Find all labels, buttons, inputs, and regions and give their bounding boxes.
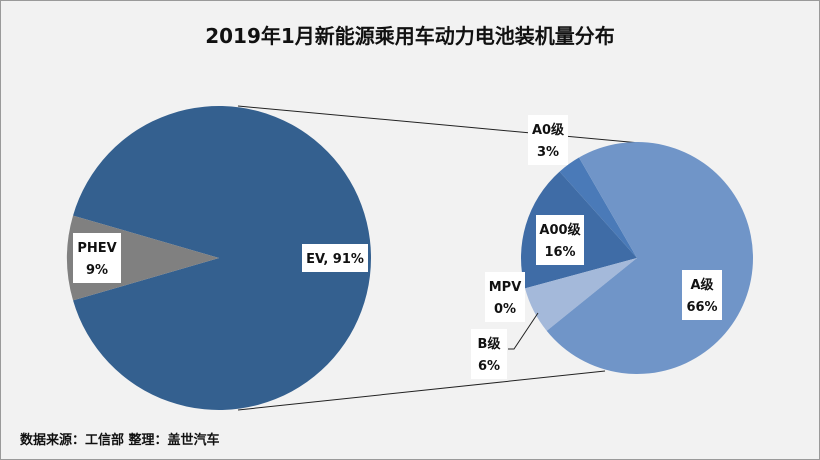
data-label-box bbox=[73, 233, 121, 283]
data-label-text: 0% bbox=[494, 302, 516, 317]
data-label-box bbox=[302, 244, 368, 272]
pie-slice-b bbox=[525, 258, 637, 331]
data-label-text: B级 bbox=[478, 336, 502, 352]
data-label-ev: EV, 91% bbox=[302, 244, 368, 272]
data-label-box bbox=[471, 329, 507, 379]
data-label-text: EV, 91% bbox=[306, 252, 364, 267]
data-label-phev: PHEV 9% bbox=[73, 233, 121, 283]
data-label-text: A级 bbox=[690, 277, 714, 293]
data-label-text: A0级 bbox=[532, 122, 565, 138]
data-label-text: 3% bbox=[537, 145, 559, 160]
data-label-text: 16% bbox=[544, 245, 575, 260]
chart-title: 2019年1月新能源乘用车动力电池装机量分布 bbox=[205, 24, 615, 48]
data-label-text: PHEV bbox=[77, 241, 116, 256]
data-label-box bbox=[536, 215, 584, 265]
data-label-box bbox=[682, 270, 722, 320]
pie-slice-a0 bbox=[559, 157, 637, 258]
data-label-a: A级 66% bbox=[682, 270, 722, 320]
data-label-text: 6% bbox=[478, 359, 500, 374]
data-label-mpv: MPV 0% bbox=[485, 272, 525, 322]
connector-line-top bbox=[237, 105, 641, 144]
connector-line-bottom bbox=[237, 370, 606, 411]
data-label-text: MPV bbox=[489, 280, 522, 295]
data-label-b: B级 6% bbox=[471, 329, 507, 379]
data-label-a00: A00级 16% bbox=[536, 215, 584, 265]
data-label-box bbox=[485, 272, 525, 322]
source-note: 数据来源：工信部 整理：盖世汽车 bbox=[20, 433, 220, 448]
leader-line-b bbox=[508, 312, 539, 350]
data-label-text: 9% bbox=[86, 263, 108, 278]
data-label-text: 66% bbox=[686, 300, 717, 315]
data-label-text: A00级 bbox=[539, 222, 581, 238]
pie-slice-ev bbox=[73, 105, 371, 410]
data-label-box bbox=[528, 115, 568, 165]
